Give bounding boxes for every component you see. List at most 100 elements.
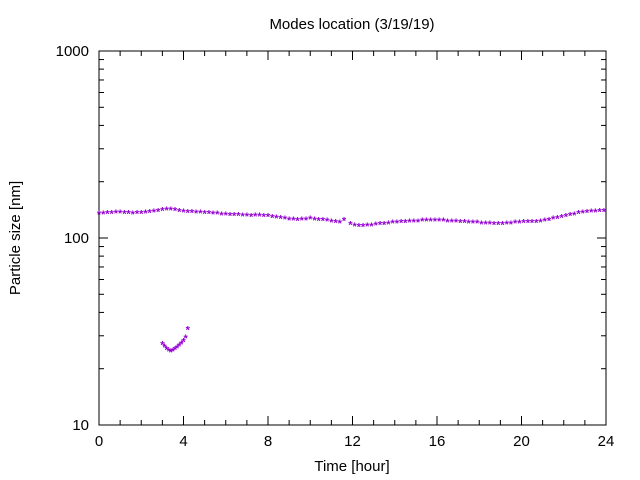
data-point: * <box>249 212 254 224</box>
data-point: * <box>295 216 300 228</box>
x-tick-label: 0 <box>95 433 103 450</box>
data-point: * <box>131 209 136 221</box>
data-point: * <box>530 218 535 230</box>
data-point: * <box>407 217 412 229</box>
data-point: * <box>526 218 531 230</box>
data-point: * <box>378 220 383 232</box>
data-point: * <box>509 219 514 231</box>
data-point: * <box>317 216 322 228</box>
data-point: * <box>483 219 488 231</box>
data-point: * <box>126 209 131 221</box>
data-point: * <box>361 222 366 234</box>
data-point: * <box>101 209 106 221</box>
data-point: * <box>211 209 216 221</box>
data-point: * <box>274 213 279 225</box>
data-point: * <box>450 217 455 229</box>
data-point: * <box>386 219 391 231</box>
data-point: * <box>245 211 250 223</box>
data-point: * <box>589 207 594 219</box>
data-point: * <box>198 208 203 220</box>
x-tick-label: 20 <box>513 433 530 450</box>
data-point: * <box>97 209 102 221</box>
data-point: * <box>241 211 246 223</box>
data-point: * <box>164 205 169 217</box>
data-point: * <box>266 212 271 224</box>
data-point: * <box>291 215 296 227</box>
data-point: * <box>458 218 463 230</box>
data-point: * <box>167 346 172 358</box>
data-point: * <box>572 210 577 222</box>
data-point: * <box>348 220 353 232</box>
data-point: * <box>139 209 144 221</box>
data-point: * <box>279 214 284 226</box>
data-point: * <box>177 206 182 218</box>
data-point: * <box>496 220 501 232</box>
data-point: * <box>169 347 174 359</box>
data-point: * <box>352 221 357 233</box>
data-point: * <box>224 210 229 222</box>
data-point: * <box>543 216 548 228</box>
data-point: * <box>390 218 395 230</box>
data-point: * <box>232 210 237 222</box>
data-point: * <box>374 220 379 232</box>
data-point: * <box>585 207 590 219</box>
data-point: * <box>333 218 338 230</box>
x-tick-label: 4 <box>179 433 187 450</box>
x-tick-label: 8 <box>264 433 272 450</box>
data-point: * <box>236 210 241 222</box>
data-point: * <box>148 207 153 219</box>
data-point: * <box>253 211 258 223</box>
data-point: * <box>164 344 169 356</box>
y-axis-label: Particle size [nm] <box>7 181 24 295</box>
data-point: * <box>492 220 497 232</box>
data-point: * <box>488 219 493 231</box>
data-point: * <box>304 215 309 227</box>
data-point: * <box>228 210 233 222</box>
data-point: * <box>559 212 564 224</box>
data-point: * <box>152 207 157 219</box>
data-point: * <box>338 218 343 230</box>
data-point: * <box>581 208 586 220</box>
data-point: * <box>420 216 425 228</box>
chart-title: Modes location (3/19/19) <box>269 16 434 33</box>
data-point: * <box>505 219 510 231</box>
data-point: * <box>122 209 127 221</box>
data-point: * <box>467 218 472 230</box>
data-point: * <box>287 215 292 227</box>
data-point: * <box>135 209 140 221</box>
data-point: * <box>441 216 446 228</box>
data-point: * <box>568 210 573 222</box>
data-point: * <box>177 341 182 353</box>
data-point: * <box>416 217 421 229</box>
data-point: * <box>513 218 518 230</box>
data-point: * <box>445 217 450 229</box>
x-tick-labels: 0 4 8 12 16 20 24 <box>95 433 615 450</box>
data-point: * <box>471 218 476 230</box>
data-point: * <box>321 216 326 228</box>
data-point: * <box>500 220 505 232</box>
data-point: * <box>162 342 167 354</box>
data-point: * <box>118 208 123 220</box>
data-point: * <box>576 209 581 221</box>
data-point: * <box>382 220 387 232</box>
data-point: * <box>357 222 362 234</box>
x-axis-label: Time [hour] <box>314 458 389 475</box>
data-point: * <box>186 207 191 219</box>
data-point: * <box>160 206 165 218</box>
data-point: * <box>110 209 115 221</box>
data-point: * <box>475 218 480 230</box>
data-point: * <box>283 214 288 226</box>
data-point: * <box>173 345 178 357</box>
data-point: * <box>143 208 148 220</box>
data-point: * <box>369 221 374 233</box>
data-point: * <box>462 218 467 230</box>
data-point: * <box>207 209 212 221</box>
y-tick-labels: 10 100 1000 <box>56 43 89 434</box>
data-point: * <box>395 218 400 230</box>
data-point: * <box>257 211 262 223</box>
data-point: * <box>534 218 539 230</box>
data-point: * <box>403 218 408 230</box>
data-point: * <box>194 208 199 220</box>
data-point: * <box>564 212 569 224</box>
data-point: * <box>105 209 110 221</box>
